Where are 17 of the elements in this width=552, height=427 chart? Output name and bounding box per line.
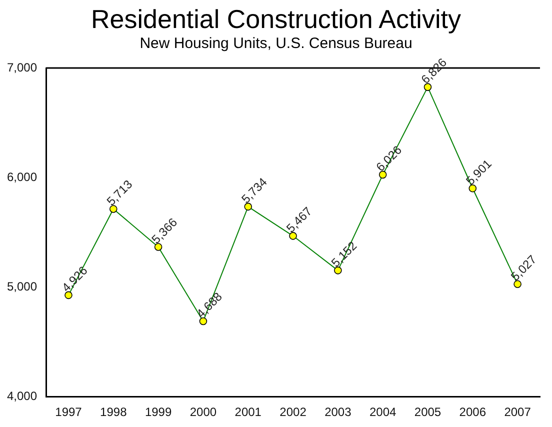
x-tick-label: 1999 xyxy=(144,405,172,420)
x-tick-label: 2007 xyxy=(504,405,532,420)
x-tick-label: 2002 xyxy=(280,405,307,420)
x-tick-label: 1997 xyxy=(55,405,82,420)
x-tick-label: 1998 xyxy=(100,405,128,420)
chart-title: Residential Construction Activity xyxy=(90,4,462,34)
x-tick-label: 2004 xyxy=(369,405,396,420)
x-tick-label: 2006 xyxy=(459,405,486,420)
x-tick-label: 2000 xyxy=(190,405,217,420)
y-tick-label: 5,000 xyxy=(7,279,38,294)
x-tick-label: 2005 xyxy=(414,405,442,420)
chart-subtitle: New Housing Units, U.S. Census Bureau xyxy=(138,34,414,54)
y-tick-label: 7,000 xyxy=(7,60,38,74)
y-tick-label: 4,000 xyxy=(7,388,38,403)
y-tick-label: 6,000 xyxy=(7,170,38,184)
x-tick-label: 2001 xyxy=(234,405,262,420)
x-tick-label: 2003 xyxy=(324,405,352,420)
